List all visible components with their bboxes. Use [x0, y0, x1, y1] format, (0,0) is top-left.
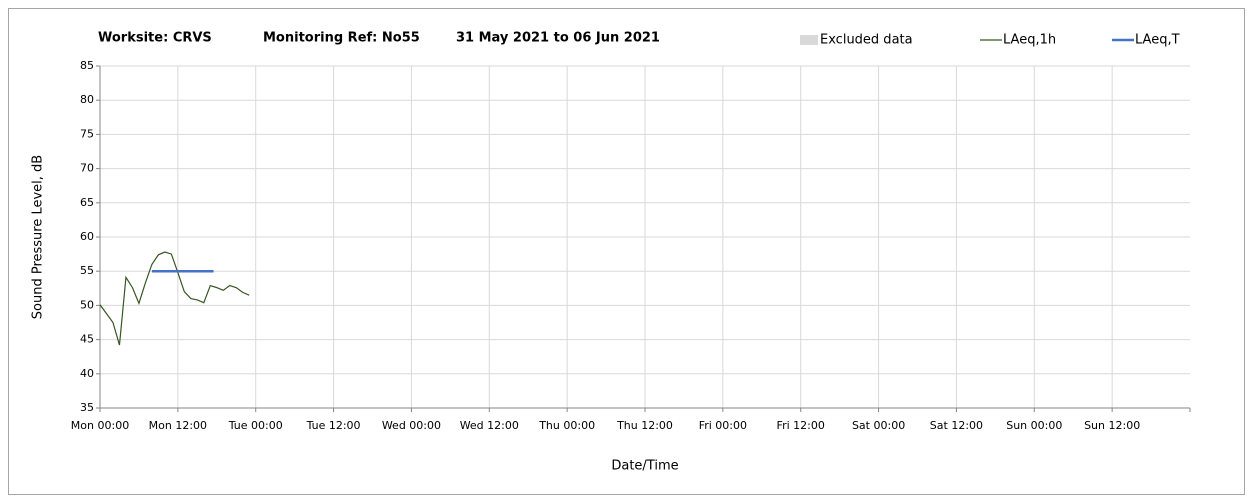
- y-tick-label: 75: [80, 127, 94, 140]
- x-tick-label: Wed 00:00: [382, 419, 441, 432]
- legend-label: LAeq,T: [1135, 33, 1180, 48]
- x-tick-label: Fri 12:00: [777, 419, 825, 432]
- x-tick-label: Thu 00:00: [538, 419, 595, 432]
- y-tick-label: 45: [80, 333, 94, 346]
- x-tick-label: Thu 12:00: [616, 419, 673, 432]
- x-tick-label: Sat 00:00: [852, 419, 905, 432]
- y-tick-label: 70: [80, 162, 94, 175]
- chart-title: Monitoring Ref: No55: [263, 31, 420, 46]
- chart-border: [8, 8, 1245, 495]
- y-tick-label: 80: [80, 93, 94, 106]
- x-tick-label: Fri 00:00: [699, 419, 747, 432]
- y-tick-label: 60: [80, 230, 94, 243]
- x-tick-label: Sat 12:00: [930, 419, 983, 432]
- x-tick-label: Wed 12:00: [460, 419, 519, 432]
- legend-label: Excluded data: [820, 33, 913, 48]
- chart-title: Worksite: CRVS: [98, 31, 212, 46]
- y-axis-label: Sound Pressure Level, dB: [31, 155, 46, 319]
- x-tick-label: Mon 12:00: [149, 419, 207, 432]
- legend-swatch: [800, 35, 818, 45]
- y-tick-label: 85: [80, 59, 94, 72]
- x-axis-label: Date/Time: [611, 459, 678, 474]
- y-tick-label: 40: [80, 367, 94, 380]
- x-tick-label: Tue 12:00: [306, 419, 361, 432]
- chart-title: 31 May 2021 to 06 Jun 2021: [456, 31, 660, 46]
- y-tick-label: 35: [80, 401, 94, 414]
- x-tick-label: Sun 00:00: [1006, 419, 1062, 432]
- x-tick-label: Tue 00:00: [228, 419, 283, 432]
- y-tick-label: 65: [80, 196, 94, 209]
- y-tick-label: 55: [80, 264, 94, 277]
- x-tick-label: Mon 00:00: [71, 419, 129, 432]
- legend-label: LAeq,1h: [1003, 33, 1056, 48]
- x-tick-label: Sun 12:00: [1084, 419, 1140, 432]
- line-series: [99, 251, 250, 346]
- y-tick-label: 50: [80, 298, 94, 311]
